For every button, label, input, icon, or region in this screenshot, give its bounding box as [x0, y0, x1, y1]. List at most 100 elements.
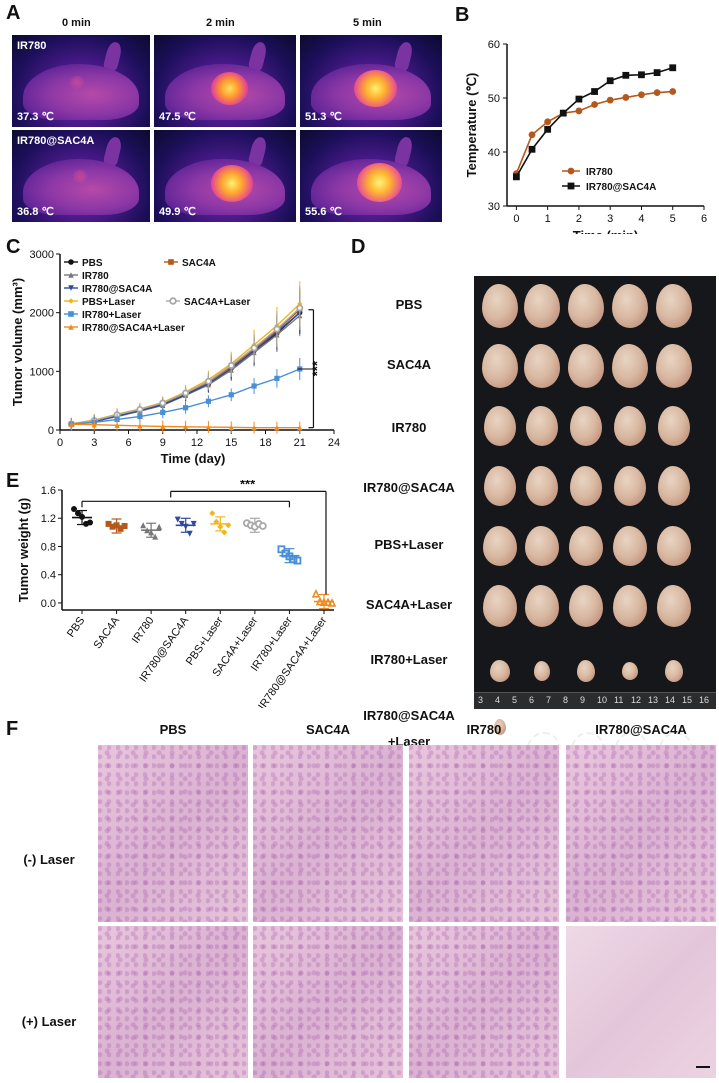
ruler-number: 4 — [495, 695, 501, 705]
data-point — [205, 398, 212, 404]
data-point — [156, 523, 163, 530]
data-point — [258, 522, 267, 530]
ruler-number: 10 — [597, 695, 608, 705]
histology-image — [98, 926, 248, 1078]
data-point — [148, 529, 155, 536]
data-point — [105, 520, 112, 527]
ruler-number: 9 — [580, 695, 586, 705]
panel-letter-b: B — [455, 4, 470, 26]
data-point — [174, 516, 181, 523]
data-point — [190, 520, 197, 527]
x-tick-label: 18 — [259, 437, 271, 449]
tumor — [622, 662, 638, 680]
hist-col-header: IR780 — [466, 722, 502, 737]
ruler-number: 7 — [546, 695, 552, 705]
data-point — [297, 425, 303, 431]
tumor — [613, 585, 647, 627]
y-tick-label: 50 — [488, 93, 500, 105]
tumor — [657, 585, 691, 627]
sig-label: *** — [309, 360, 324, 376]
data-point — [209, 510, 216, 517]
data-point — [251, 425, 257, 431]
tumor — [484, 406, 516, 446]
data-point — [121, 523, 128, 529]
y-tick-label: 30 — [488, 201, 500, 213]
tumor — [524, 344, 560, 388]
tumor-photo: 3 4 5 6 7 8 9 10 11 12 13 14 15 16 — [474, 276, 716, 766]
y-axis-title: Temperature (℃) — [464, 73, 479, 178]
data-point — [182, 523, 189, 530]
y-tick-label: 0 — [48, 425, 54, 437]
data-point — [669, 64, 677, 72]
data-point — [669, 88, 677, 95]
x-tick-label: 24 — [328, 437, 340, 449]
tumor — [656, 344, 692, 388]
x-tick-label: 5 — [670, 213, 676, 225]
tumor — [569, 585, 603, 627]
ruler-number: 13 — [648, 695, 659, 705]
data-point — [273, 325, 281, 333]
tumor — [568, 284, 604, 328]
panel-letter-f: F — [6, 718, 19, 740]
histology-image — [409, 926, 559, 1078]
x-axis-title: Time (day) — [161, 451, 226, 466]
x-tick-label: PBS — [65, 615, 87, 640]
sig-label: *** — [240, 480, 256, 491]
x-tick-label: 2 — [576, 213, 582, 225]
legend-marker — [567, 167, 575, 175]
hist-row-label: (+) Laser — [21, 1014, 77, 1029]
y-tick-label: 40 — [488, 147, 500, 159]
data-point — [140, 522, 147, 529]
data-point — [225, 522, 232, 529]
panel-letter-a: A — [6, 2, 21, 24]
col-header-5min: 5 min — [353, 17, 382, 29]
tumor — [524, 284, 560, 328]
panel-letter-c: C — [6, 236, 21, 258]
legend-label: IR780@SAC4A — [82, 284, 152, 295]
series-line — [515, 66, 673, 178]
histology-image — [253, 926, 403, 1078]
data-point — [250, 344, 258, 352]
tumor — [494, 719, 506, 735]
thermal-temp: 55.6 ℃ — [305, 206, 342, 218]
legend-marker — [68, 285, 74, 291]
data-point — [204, 377, 212, 385]
tumor-row-label: PBS+Laser — [374, 537, 444, 552]
ruler-number: 5 — [512, 695, 518, 705]
data-point — [289, 555, 298, 564]
data-point — [311, 588, 321, 598]
ruler-number: 8 — [563, 695, 569, 705]
histology-image — [98, 745, 248, 922]
chart-temperature: 30 40 50 60 0 1 2 3 4 5 6 Time (min) Temperature (℃)… — [464, 39, 707, 234]
data-point — [160, 423, 166, 430]
tumor — [665, 660, 683, 682]
data-point — [182, 424, 189, 430]
tumor — [577, 660, 595, 682]
y-axis-title: Tumor weight (g) — [16, 498, 31, 602]
data-point — [559, 109, 567, 117]
x-tick-label: 12 — [191, 437, 203, 449]
legend-marker — [567, 182, 575, 190]
panel-letter-e: E — [6, 470, 20, 492]
panel-letter-d: D — [351, 236, 366, 258]
thermal-image: 51.3 ℃ — [300, 35, 442, 127]
tumor — [483, 585, 517, 627]
tumor — [569, 526, 603, 566]
y-tick-label: 2000 — [30, 308, 54, 320]
hist-col-header: SAC4A — [305, 722, 351, 737]
legend-label: PBS — [82, 258, 103, 269]
hist-col-header: IR780@SAC4A — [595, 722, 687, 737]
tumor — [613, 526, 647, 566]
data-point — [109, 523, 116, 530]
x-tick-label: 9 — [160, 437, 166, 449]
thermal-temp: 49.9 ℃ — [159, 206, 196, 218]
data-point — [274, 425, 280, 431]
thermal-temp: 51.3 ℃ — [305, 111, 342, 123]
legend-label: SAC4A+Laser — [184, 297, 251, 308]
x-tick-label: 3 — [91, 437, 97, 449]
legend-label: PBS+Laser — [82, 297, 135, 308]
y-tick-label: 0.0 — [41, 598, 56, 610]
y-tick-label: 1000 — [30, 366, 54, 378]
legend-label: IR780@SAC4A — [586, 182, 656, 193]
tumor — [484, 466, 516, 506]
